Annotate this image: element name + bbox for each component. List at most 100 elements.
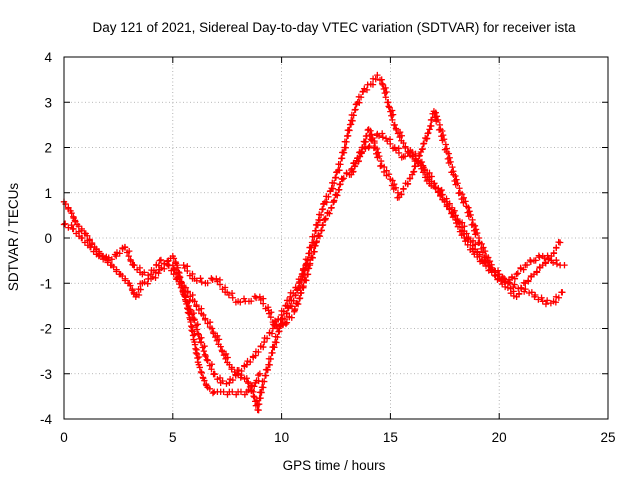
trace-marker	[78, 234, 86, 242]
trace-marker	[415, 152, 423, 160]
trace-marker	[128, 285, 136, 293]
trace-marker	[392, 184, 400, 191]
trace-marker	[542, 300, 550, 308]
trace-marker	[423, 135, 430, 143]
trace-marker	[538, 294, 545, 301]
trace-marker	[283, 310, 290, 317]
trace-marker	[395, 149, 403, 157]
trace-marker	[96, 252, 104, 259]
trace-marker	[418, 146, 426, 153]
trace-marker	[263, 335, 271, 342]
trace-marker	[431, 180, 438, 187]
trace-marker	[261, 372, 269, 379]
trace-marker	[192, 349, 200, 357]
data-point	[234, 370, 242, 377]
trace-marker	[553, 256, 560, 264]
data-point	[180, 261, 187, 269]
trace-marker	[135, 291, 143, 299]
data-point	[208, 325, 216, 332]
trace-marker	[256, 395, 263, 402]
trace-marker	[193, 301, 200, 309]
trace-marker	[405, 149, 413, 157]
trace-marker	[465, 204, 472, 211]
trace-marker	[182, 294, 189, 301]
trace-marker	[292, 292, 299, 299]
trace-marker	[378, 80, 386, 87]
trace-marker	[389, 111, 397, 118]
trace-marker	[301, 267, 309, 274]
trace-marker	[368, 131, 375, 138]
trace-marker	[87, 243, 95, 251]
trace-marker	[317, 227, 325, 234]
trace-marker	[68, 221, 75, 229]
x-tick-label: 25	[600, 430, 615, 445]
trace-marker	[202, 352, 209, 360]
y-tick-label: -4	[40, 412, 52, 427]
data-point	[217, 343, 224, 350]
trace-marker	[178, 279, 185, 286]
data-point	[226, 379, 233, 386]
trace-marker	[311, 242, 318, 250]
trace-marker	[191, 316, 198, 324]
trace-marker	[88, 239, 96, 247]
y-tick-label: 2	[44, 141, 52, 156]
trace-marker	[385, 103, 392, 110]
trace-marker	[343, 138, 350, 146]
trace-marker	[304, 265, 312, 272]
trace-marker	[520, 266, 527, 273]
trace-marker	[366, 142, 373, 150]
trace-marker	[275, 325, 283, 332]
trace-marker	[355, 158, 362, 165]
trace-marker	[382, 84, 389, 92]
trace-marker	[346, 127, 353, 134]
trace-marker	[447, 158, 454, 166]
trace-marker	[201, 351, 209, 358]
trace-marker	[388, 107, 396, 114]
trace-marker	[237, 299, 244, 306]
data-point	[356, 153, 364, 160]
trace-marker	[531, 291, 539, 299]
trace-marker	[209, 328, 217, 336]
trace-marker	[152, 274, 159, 282]
trace-marker	[389, 116, 396, 124]
trace-marker	[144, 271, 152, 279]
trace-marker	[255, 401, 263, 408]
trace-marker	[220, 388, 227, 396]
y-tick-label: -1	[40, 276, 52, 291]
trace-marker	[308, 244, 315, 251]
trace-marker	[373, 145, 381, 153]
trace-marker	[511, 281, 518, 288]
y-axis-label: SDTVAR / TECUs	[6, 183, 21, 292]
trace-marker	[247, 358, 254, 366]
trace-marker	[336, 181, 343, 188]
data-point	[182, 284, 190, 291]
trace-marker	[445, 150, 452, 157]
chart-title: Day 121 of 2021, Sidereal Day-to-day VTE…	[93, 20, 576, 35]
trace-marker	[334, 192, 341, 199]
x-axis-label: GPS time / hours	[283, 458, 386, 473]
trace-marker	[108, 256, 116, 263]
trace-marker	[398, 191, 405, 198]
trace-marker	[313, 237, 320, 245]
trace-marker	[414, 158, 421, 165]
trace-marker	[349, 168, 357, 176]
data-point	[513, 271, 520, 278]
trace-marker	[400, 185, 407, 193]
trace-marker	[305, 250, 312, 257]
trace-marker	[527, 258, 535, 265]
trace-marker	[311, 227, 319, 235]
trace-marker	[229, 294, 236, 301]
trace-marker	[164, 258, 171, 265]
trace-marker	[552, 299, 560, 306]
trace-marker	[555, 294, 563, 301]
trace-marker	[317, 211, 325, 219]
trace-marker	[401, 153, 409, 160]
trace-marker	[442, 141, 449, 148]
trace-marker	[201, 342, 208, 350]
x-tick-label: 0	[60, 430, 68, 445]
trace-marker	[185, 302, 193, 310]
trace-marker	[252, 294, 260, 302]
trace-marker	[440, 136, 448, 143]
trace-marker	[543, 297, 551, 304]
trace-marker	[68, 209, 75, 217]
